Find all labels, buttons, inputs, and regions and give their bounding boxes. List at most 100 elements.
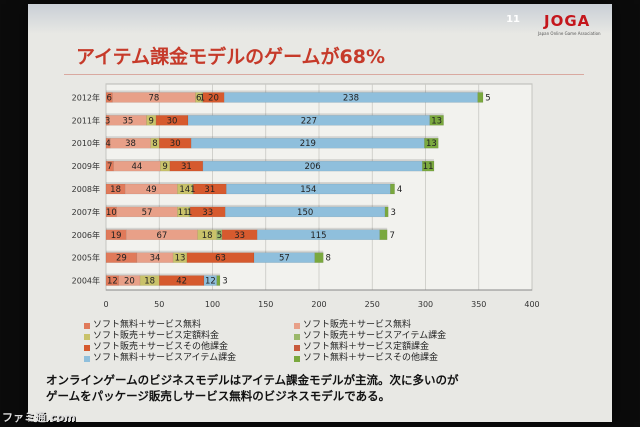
- legend-item: ソフト無料＋サービス無料: [84, 320, 294, 331]
- data-label: 227: [301, 116, 317, 126]
- bar-segment: [390, 183, 395, 195]
- x-tick-label: 50: [154, 300, 164, 309]
- data-label: 34: [150, 254, 161, 264]
- legend-item: ソフト販売＋サービス無料: [294, 320, 504, 331]
- legend-item: ソフト販売＋サービスその他課金: [84, 342, 294, 353]
- data-label: 12: [107, 277, 118, 287]
- x-tick-label: 350: [471, 300, 486, 309]
- data-label: 57: [142, 208, 153, 218]
- data-label: 150: [297, 208, 313, 218]
- data-label: 44: [131, 162, 142, 172]
- legend-swatch: [84, 333, 90, 340]
- chart-legend: ソフト無料＋サービス無料 ソフト販売＋サービス無料 ソフト販売＋サービス定額料金 ソフ…: [84, 320, 504, 364]
- data-label: 33: [234, 231, 245, 241]
- bar-segment: [477, 92, 484, 103]
- data-label: 6: [196, 93, 201, 103]
- legend-swatch: [84, 344, 90, 351]
- page-number: 11: [506, 14, 520, 25]
- bar-segment: [112, 92, 196, 103]
- x-tick-label: 400: [524, 300, 539, 309]
- legend-swatch: [294, 344, 300, 351]
- data-label: 11: [178, 208, 189, 218]
- legend-label: ソフト販売＋サービスアイテム課金: [303, 331, 447, 341]
- x-tick-label: 250: [365, 300, 380, 309]
- bar-segment: [384, 206, 389, 218]
- legend-item: ソフト販売＋サービスアイテム課金: [294, 331, 504, 342]
- bar-depth-edge: [106, 90, 484, 93]
- x-tick-label: 150: [258, 300, 273, 309]
- data-label: 12: [205, 277, 216, 287]
- bar-segment: [429, 115, 444, 126]
- data-label: 8: [326, 254, 331, 264]
- x-tick-label: 300: [418, 300, 433, 309]
- data-label: 7: [389, 231, 394, 241]
- legend-swatch: [294, 355, 300, 362]
- bar-depth-edge: [106, 136, 439, 139]
- data-label: 3: [391, 208, 396, 218]
- legend-item: ソフト無料＋サービス定額課金: [294, 342, 504, 353]
- y-category-label: 2010年: [72, 138, 100, 148]
- data-label: 7: [107, 162, 112, 172]
- data-label: 30: [167, 116, 178, 126]
- data-label: 35: [122, 116, 133, 126]
- y-category-label: 2007年: [72, 207, 100, 217]
- data-label: 11: [423, 162, 434, 172]
- legend-item: ソフト無料＋サービスアイテム課金: [84, 353, 294, 364]
- bar-segment: [216, 229, 223, 240]
- data-label: 31: [181, 162, 192, 172]
- bar-depth-edge: [106, 204, 389, 207]
- legend-swatch: [294, 322, 300, 329]
- bar-segment: [226, 183, 391, 195]
- legend-swatch: [294, 333, 300, 340]
- data-label: 14: [179, 185, 190, 195]
- data-label: 18: [110, 185, 121, 195]
- data-label: 206: [304, 162, 320, 172]
- y-category-label: 2012年: [72, 92, 100, 102]
- y-category-label: 2006年: [72, 230, 100, 240]
- data-label: 238: [343, 93, 359, 103]
- data-label: 9: [162, 162, 167, 172]
- legend-label: ソフト無料＋サービス無料: [93, 320, 202, 330]
- data-label: 1: [200, 93, 205, 103]
- data-label: 3: [105, 116, 110, 126]
- data-label: 4: [397, 185, 402, 195]
- y-category-label: 2008年: [72, 184, 100, 194]
- joga-logo: JOGA Japan Online Game Association: [534, 10, 601, 44]
- data-label: 19: [111, 231, 122, 241]
- legend-swatch: [84, 322, 90, 329]
- bar-depth-edge: [106, 182, 395, 184]
- caption-line-2: ゲームをパッケージ販売しサービス無料のビジネスモデルである。: [46, 389, 391, 403]
- data-label: 4: [105, 139, 110, 149]
- legend-label: ソフト無料＋サービス定額課金: [303, 342, 430, 352]
- legend-label: ソフト無料＋サービスその他課金: [303, 353, 439, 363]
- bar-segment: [177, 206, 190, 218]
- legend-label: ソフト販売＋サービス定額料金: [93, 331, 220, 341]
- bar-depth-edge: [106, 250, 324, 253]
- data-label: 49: [146, 185, 157, 195]
- logo-subtext: Japan Online Game Association: [538, 31, 601, 36]
- data-label: 33: [202, 208, 213, 218]
- data-label: 13: [175, 254, 186, 264]
- data-label: 63: [215, 254, 226, 264]
- data-label: 31: [204, 185, 215, 195]
- legend-label: ソフト無料＋サービスアイテム課金: [93, 353, 237, 363]
- legend-item: ソフト無料＋サービスその他課金: [294, 353, 504, 364]
- bar-segment: [216, 275, 221, 286]
- slide-caption: オンラインゲームのビジネスモデルはアイテム課金モデルが主流。次に多いのが ゲーム…: [46, 372, 586, 404]
- x-tick-label: 0: [103, 300, 108, 309]
- bar-segment: [424, 138, 439, 149]
- title-divider: [64, 74, 584, 75]
- data-label: 154: [300, 185, 316, 195]
- data-label: 78: [149, 93, 160, 103]
- data-label: 57: [279, 254, 290, 264]
- bar-segment: [379, 229, 388, 240]
- x-tick-label: 100: [205, 300, 220, 309]
- data-label: 13: [426, 139, 437, 149]
- data-label: 18: [202, 231, 213, 241]
- data-label: 219: [300, 139, 316, 149]
- legend-label: ソフト販売＋サービスその他課金: [93, 342, 229, 352]
- data-label: 29: [116, 254, 127, 264]
- header-band: [28, 4, 612, 34]
- data-label: 10: [106, 208, 117, 218]
- data-label: 115: [310, 231, 326, 241]
